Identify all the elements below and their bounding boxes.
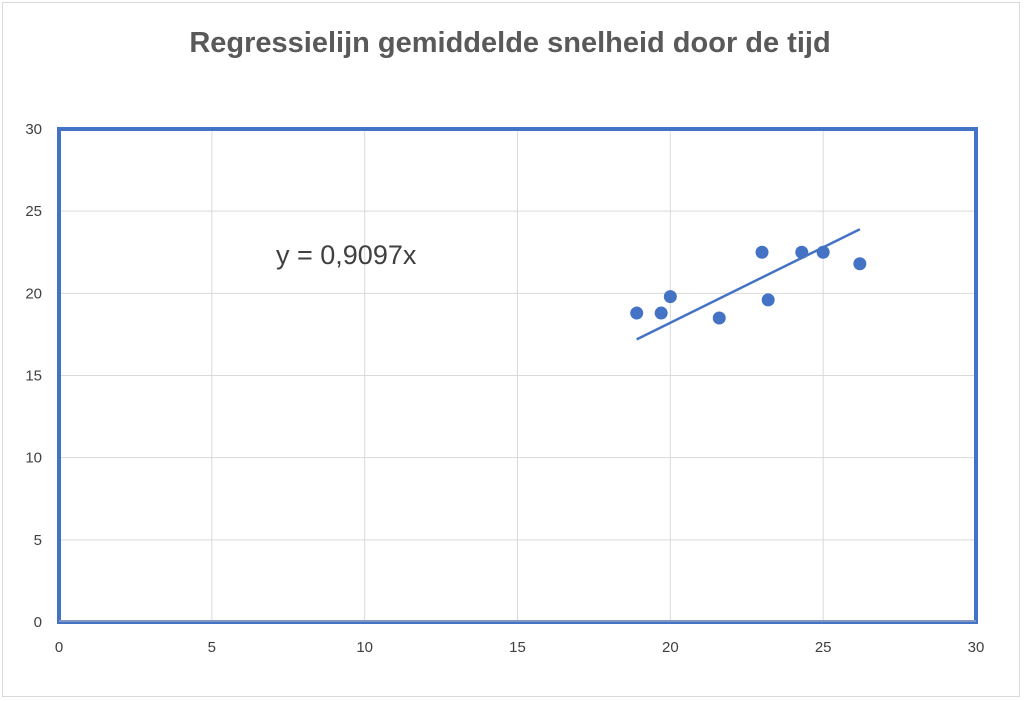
y-tick-label: 15 (25, 368, 42, 385)
data-point (761, 293, 775, 307)
data-point (816, 245, 830, 259)
y-tick-label: 0 (34, 614, 42, 631)
x-tick-label: 15 (509, 639, 526, 656)
data-point (663, 290, 677, 304)
regression-equation: y = 0,9097x (276, 240, 417, 270)
y-tick-label: 25 (25, 203, 42, 220)
y-tick-label: 5 (34, 532, 42, 549)
data-point (795, 245, 809, 259)
data-point (630, 306, 644, 320)
y-tick-label: 30 (25, 121, 42, 138)
x-tick-label: 30 (968, 639, 985, 656)
data-point (755, 245, 769, 259)
data-point (853, 257, 867, 271)
y-tick-label: 10 (25, 450, 42, 467)
x-tick-label: 5 (208, 639, 216, 656)
x-tick-label: 20 (662, 639, 679, 656)
data-point (654, 306, 668, 320)
chart-title: Regressielijn gemiddelde snelheid door d… (189, 27, 830, 59)
data-points (630, 245, 867, 325)
plot-area-border (57, 127, 978, 624)
data-point (712, 311, 726, 325)
x-tick-label: 10 (356, 639, 373, 656)
axes: 0 5 10 15 20 25 30 0 5 10 15 20 25 30 (25, 121, 984, 656)
grid-lines (58, 128, 977, 623)
x-tick-label: 0 (55, 639, 63, 656)
y-tick-label: 20 (25, 285, 42, 302)
x-tick-label: 25 (815, 639, 832, 656)
